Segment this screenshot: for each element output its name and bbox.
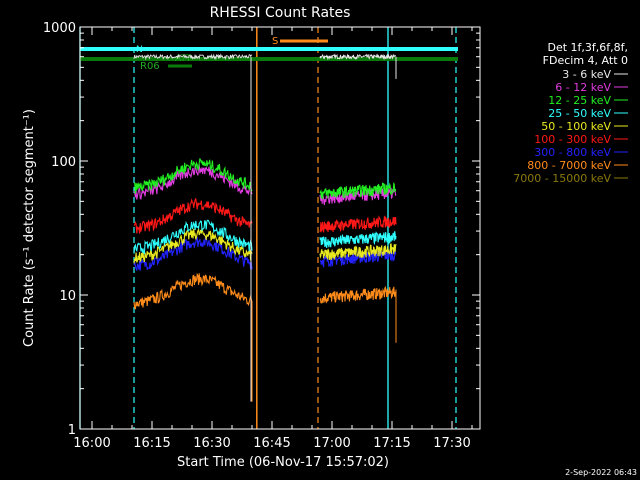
footer-timestamp: 2-Sep-2022 06:43 [565,468,637,477]
y-tick-label: 1 [68,423,76,438]
legend-header-line: Det 1f,3f,6f,8f, [547,41,628,54]
series-line-3-segment-1 [133,158,253,194]
series-line-1-segment-1 [133,53,253,61]
legend-entry-5: 50 - 100 keV [541,120,611,133]
chart-title: RHESSI Count Rates [210,5,351,21]
legend-entry-8: 800 - 7000 keV [527,159,611,172]
night-flag-label: N [136,45,143,55]
legend-entry-7: 300 - 800 keV [534,146,611,159]
x-tick-label: 17:30 [433,436,470,451]
series-line-6-segment-2 [319,215,397,234]
x-tick-label: 16:30 [193,436,230,451]
y-tick-label: 10 [59,289,76,304]
series-line-2-segment-1 [133,163,253,201]
legend-entry-4: 25 - 50 keV [548,107,611,120]
x-tick-label: 17:00 [313,436,350,451]
series-line-8-segment-2 [319,285,397,304]
series-line-4-segment-1 [133,219,253,255]
x-axis-label: Start Time (06-Nov-17 15:57:02) [177,455,389,470]
series-line-1-segment-2 [319,53,397,61]
legend-entry-3: 12 - 25 keV [548,94,611,107]
series-line-6-segment-1 [133,197,253,234]
x-tick-label: 16:00 [73,436,110,451]
series-line-7-segment-1 [133,234,253,271]
series-line-5-segment-1 [133,227,253,264]
x-tick-label: 17:15 [373,436,410,451]
legend-header-line: FDecim 4, Att 0 [543,54,628,67]
x-tick-label: 16:45 [253,436,290,451]
atten-flag-label: ATT [175,54,192,64]
plot-frame [79,26,481,430]
y-axis-label: Count Rate (s⁻¹ detector segment⁻¹) [22,109,37,347]
legend-entry-6: 100 - 300 keV [534,133,611,146]
legend-entry-9: 7000 - 15000 keV [513,172,611,185]
series-line-5-segment-2 [319,243,397,261]
series-line-3-segment-2 [319,181,397,200]
r06-flag-label: R06 [140,61,160,72]
series-line-2-segment-2 [319,187,397,206]
legend-entry-1: 3 - 6 keV [562,68,611,81]
saa-flag-label: S [272,36,278,47]
series-line-4-segment-2 [319,231,397,249]
legend-entry-2: 6 - 12 keV [555,81,611,94]
x-tick-label: 16:15 [133,436,170,451]
y-tick-label: 1000 [43,21,76,36]
series-line-8-segment-1 [133,272,253,310]
y-tick-label: 100 [51,155,76,170]
